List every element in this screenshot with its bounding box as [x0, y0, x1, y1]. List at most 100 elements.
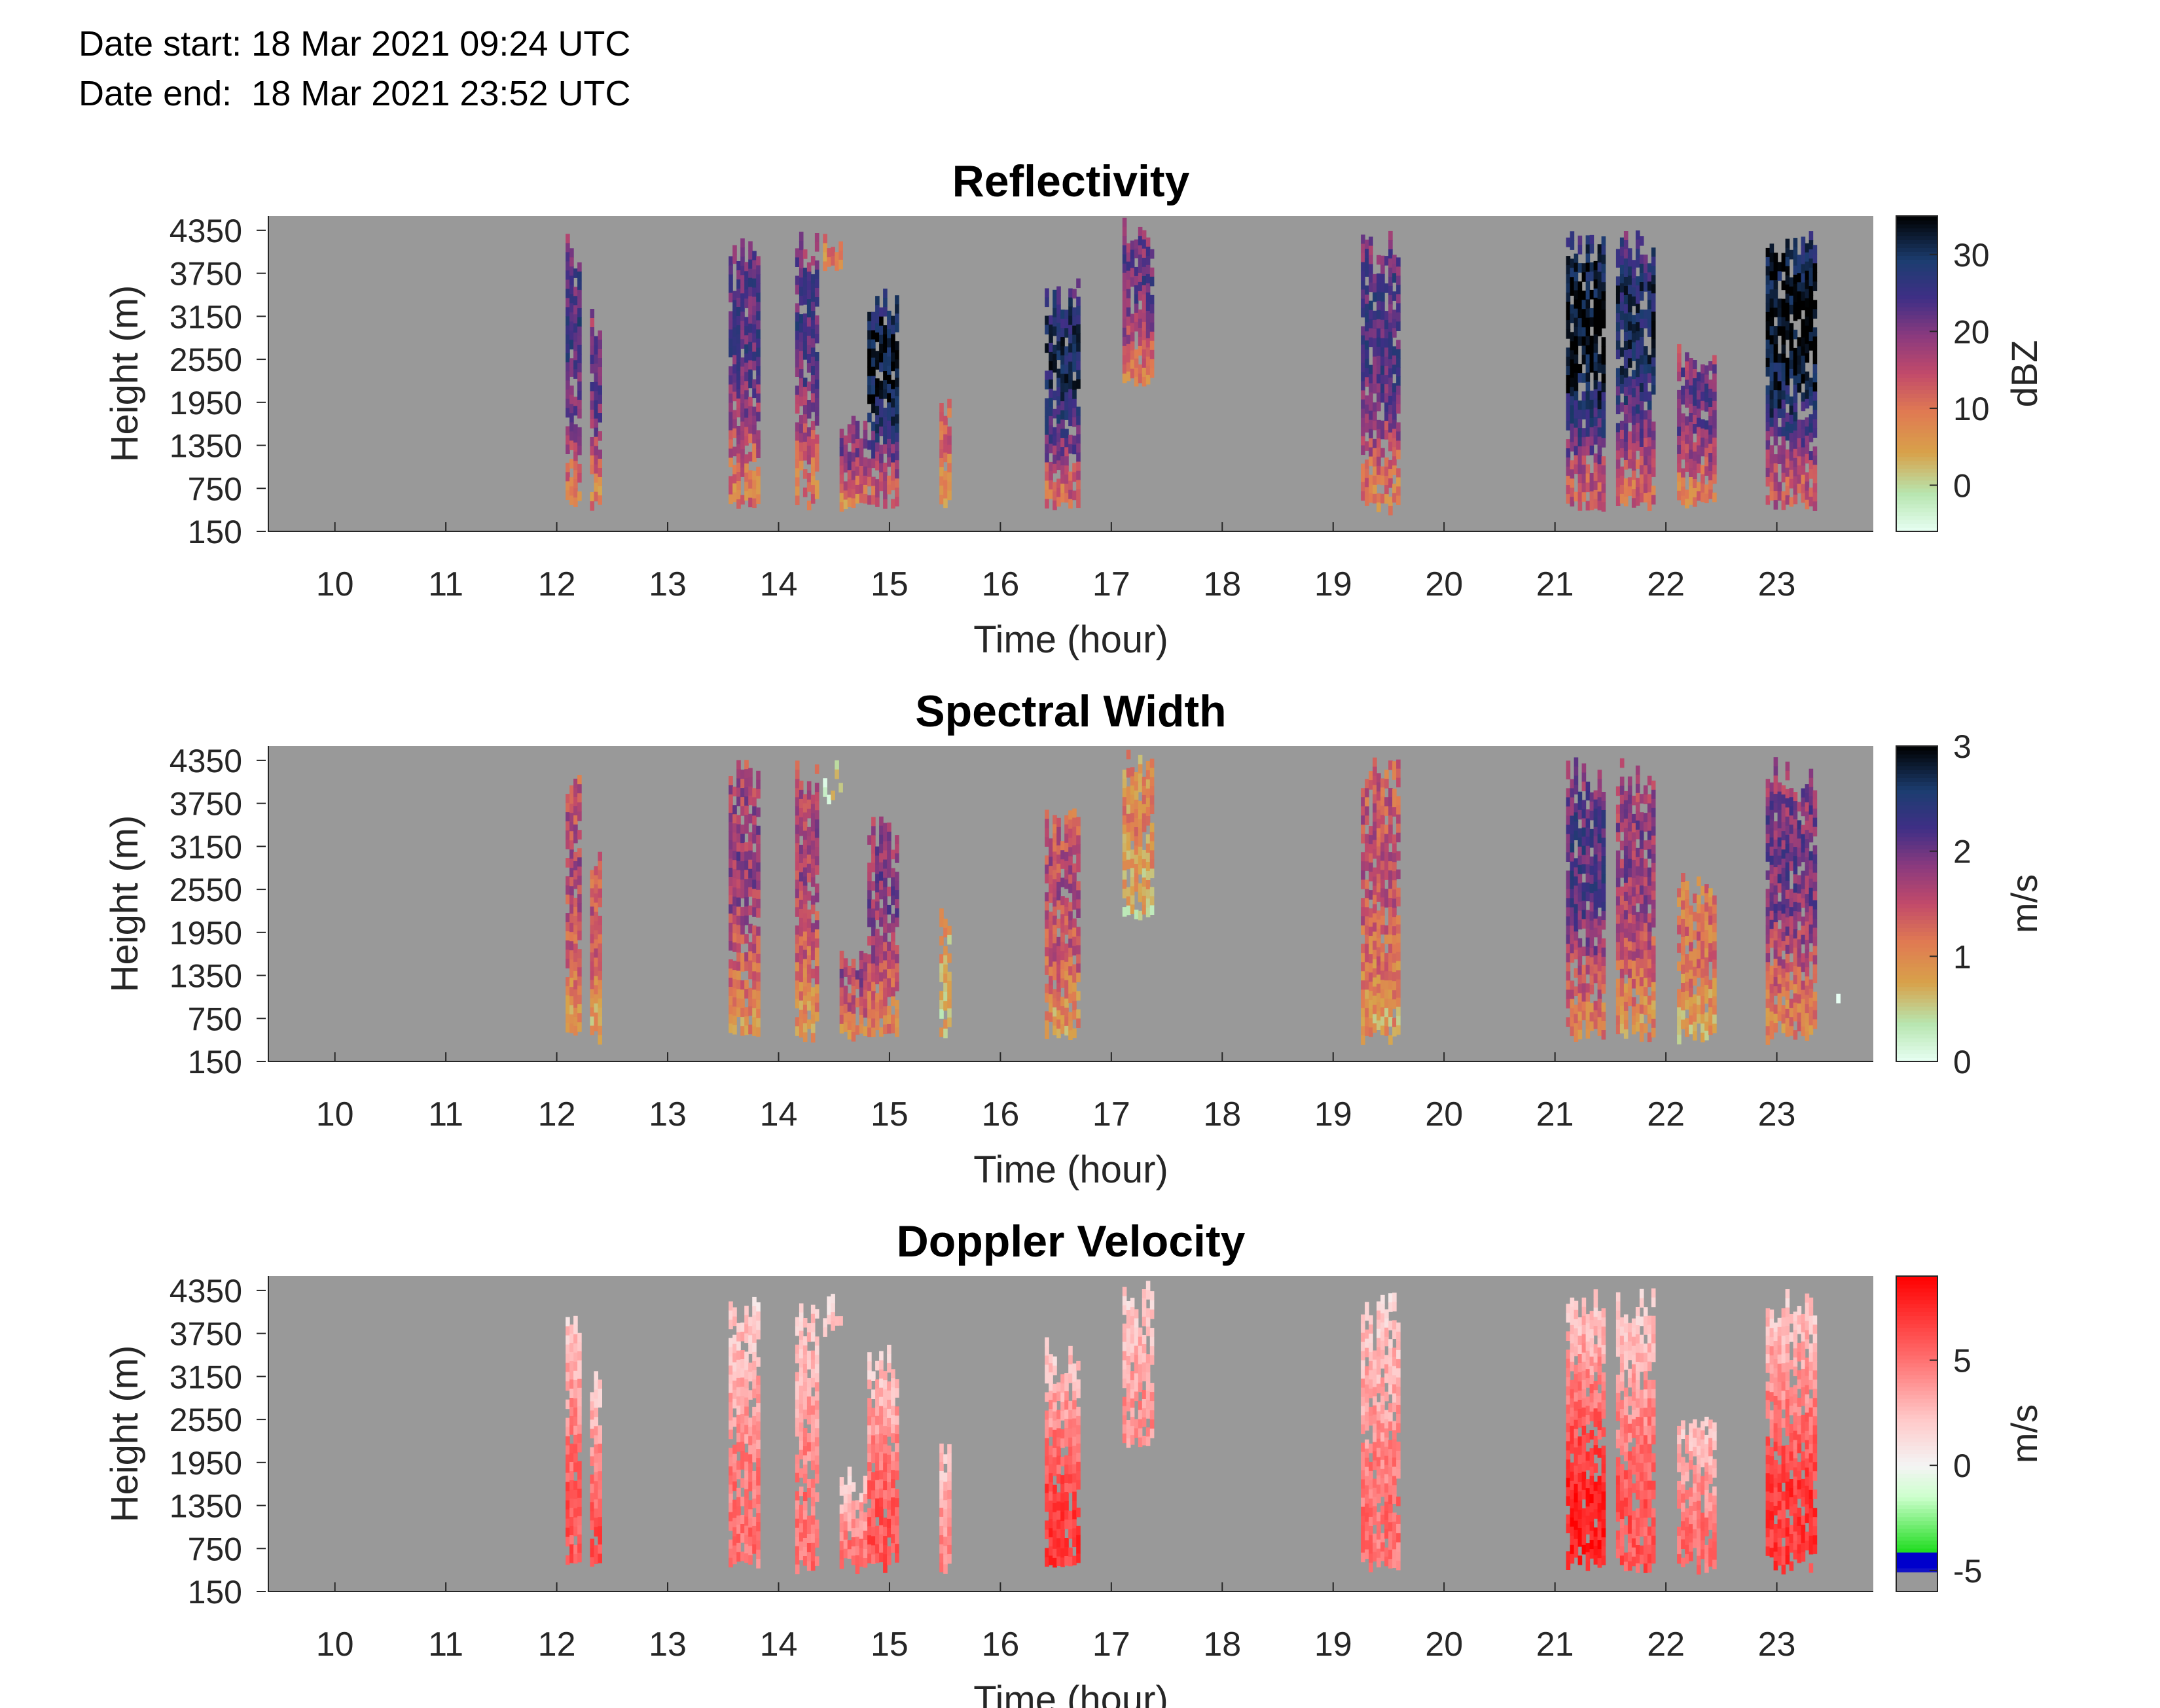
x-tick-label: 18 [1203, 1626, 1241, 1664]
x-tick-label: 15 [871, 1626, 909, 1664]
echo-column-2 [729, 238, 761, 509]
y-tick-label: 1950 [170, 385, 242, 421]
echo-column-8 [1045, 808, 1081, 1040]
x-tick-label: 17 [1092, 565, 1130, 603]
echo-column-12 [1615, 758, 1656, 1042]
x-tick-label: 13 [649, 1095, 687, 1133]
colorbar-tick-label: 0 [1953, 467, 1971, 504]
axes-lines-0 [268, 216, 1873, 532]
colorbar-tick-label: 0 [1953, 1448, 1971, 1484]
panel-title-1: Spectral Width [915, 686, 1226, 736]
y-tick-label: 1950 [170, 1445, 242, 1482]
date-end-label: Date end: 18 Mar 2021 23:52 UTC [79, 74, 631, 113]
colorbar-tick-label: 10 [1953, 391, 1990, 427]
echo-column-9 [1122, 217, 1155, 387]
echo-column-12 [1615, 1288, 1656, 1573]
x-tick-label: 23 [1758, 1095, 1796, 1133]
x-tick-label: 14 [760, 1095, 798, 1133]
echo-column-10 [1361, 1292, 1401, 1573]
echo-column-3 [795, 232, 819, 510]
x-tick-label: 16 [981, 565, 1019, 603]
echo-column-13 [1677, 344, 1717, 508]
x-axis-label: Time (hour) [973, 618, 1168, 661]
y-tick-label: 1350 [170, 428, 242, 465]
echo-column-7 [939, 908, 952, 1039]
echo-column-1 [590, 851, 602, 1045]
y-tick-label: 3750 [170, 256, 242, 293]
x-tick-label: 13 [649, 565, 687, 603]
y-axis-label: Height (m) [103, 815, 146, 993]
y-tick-label: 2550 [170, 342, 242, 378]
y-tick-label: 150 [188, 1574, 242, 1610]
echo-column-13 [1677, 873, 1717, 1044]
echo-column-0 [566, 775, 582, 1036]
echo-column-3 [795, 1303, 819, 1575]
axes-lines-2 [268, 1276, 1873, 1592]
colorbar-tick-label: 5 [1953, 1343, 1971, 1379]
echo-column-1 [590, 309, 602, 511]
echo-column-9 [1122, 749, 1155, 921]
echo-column-11 [1566, 757, 1606, 1042]
y-tick-label: 3150 [170, 298, 242, 335]
x-tick-label: 19 [1314, 565, 1352, 603]
y-tick-label: 2550 [170, 872, 242, 908]
x-tick-label: 19 [1314, 1626, 1352, 1664]
echo-column-9 [1122, 1281, 1155, 1448]
x-tick-label: 10 [316, 565, 354, 603]
echo-column-5 [839, 416, 868, 512]
x-tick-label: 15 [871, 1095, 909, 1133]
y-tick-label: 3750 [170, 786, 242, 823]
x-tick-label: 21 [1536, 565, 1574, 603]
y-tick-label: 1350 [170, 1488, 242, 1525]
y-tick-label: 1350 [170, 958, 242, 995]
colorbar-tick-label: 1 [1953, 938, 1971, 975]
echo-column-10 [1361, 757, 1401, 1045]
echo-column-2 [729, 760, 761, 1037]
x-tick-label: 11 [428, 1095, 463, 1133]
x-tick-label: 11 [428, 565, 463, 603]
x-tick-label: 17 [1092, 1626, 1130, 1664]
echo-column-10 [1361, 230, 1401, 516]
colorbar-2 [1896, 1275, 1938, 1592]
y-tick-label: 750 [188, 471, 242, 507]
echo-column-6 [867, 289, 899, 509]
echo-column-8 [1045, 1337, 1081, 1568]
x-tick-label: 16 [981, 1626, 1019, 1664]
x-tick-label: 18 [1203, 565, 1241, 603]
echo-column-12 [1615, 230, 1656, 511]
echo-column-15 [1836, 993, 1841, 1004]
echo-column-5 [839, 950, 868, 1042]
y-axis-label: Height (m) [103, 285, 146, 463]
echo-column-14 [1765, 757, 1818, 1045]
echo-column-7 [939, 399, 952, 508]
x-tick-label: 15 [871, 565, 909, 603]
colorbar-label: dBZ [2004, 340, 2045, 408]
echo-column-13 [1677, 1416, 1717, 1575]
x-axis-label: Time (hour) [973, 1679, 1168, 1708]
y-axis-label: Height (m) [103, 1345, 146, 1523]
echo-column-0 [566, 234, 582, 507]
y-tick-label: 750 [188, 1001, 242, 1037]
x-tick-label: 21 [1536, 1626, 1574, 1664]
x-tick-label: 23 [1758, 565, 1796, 603]
y-tick-label: 150 [188, 514, 242, 550]
echo-column-5 [839, 1467, 868, 1574]
x-tick-label: 20 [1425, 1626, 1463, 1664]
x-tick-label: 17 [1092, 1095, 1130, 1133]
panel-title-2: Doppler Velocity [897, 1217, 1246, 1266]
y-tick-label: 3150 [170, 828, 242, 865]
echo-column-7 [939, 1443, 952, 1574]
axes-lines-1 [268, 746, 1873, 1062]
y-tick-label: 1950 [170, 915, 242, 952]
echo-column-6 [867, 816, 899, 1037]
x-tick-label: 10 [316, 1626, 354, 1664]
y-tick-label: 4350 [170, 743, 242, 779]
colorbar-0 [1896, 215, 1938, 532]
echo-column-11 [1566, 231, 1606, 512]
x-tick-label: 20 [1425, 1095, 1463, 1133]
colorbar-tick-label: 3 [1953, 728, 1971, 765]
panel-title-0: Reflectivity [952, 156, 1190, 206]
x-tick-label: 19 [1314, 1095, 1352, 1133]
echo-column-0 [566, 1315, 582, 1565]
